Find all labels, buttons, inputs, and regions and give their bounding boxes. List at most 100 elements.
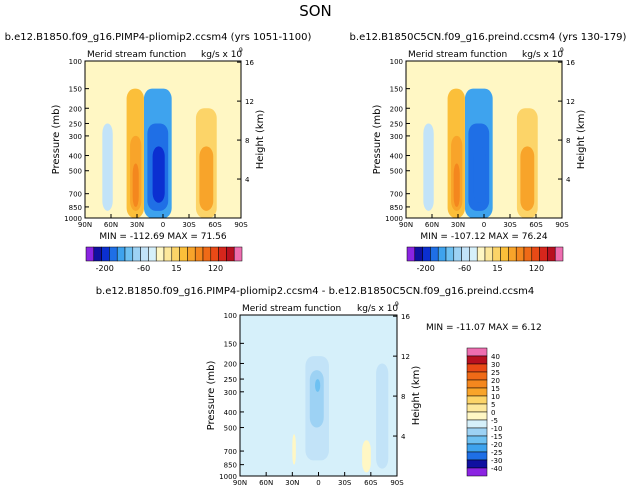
- y-tick-label: 200: [69, 105, 82, 113]
- chart-panel-2: b.e12.B1850C5CN.f09_g16.preind.ccsm4 (yr…: [350, 32, 627, 273]
- colorbar-swatch: [406, 246, 416, 262]
- y-axis-right-label: Height (km): [255, 110, 266, 170]
- colorbar-label: 15: [491, 385, 500, 393]
- colorbar-label: 20: [491, 377, 500, 385]
- y-tick-label: 150: [69, 86, 82, 94]
- colorbar-label: -30: [491, 457, 502, 465]
- y-right-tick-label: 4: [245, 176, 250, 184]
- colorbar-label: -200: [96, 264, 114, 273]
- colorbar-label: -200: [417, 264, 435, 273]
- colorbar-swatch: [523, 246, 533, 262]
- colorbar-swatch: [466, 363, 488, 373]
- colorbar-label: -60: [137, 264, 150, 273]
- y-right-tick-label: 16: [401, 313, 410, 321]
- colorbar-swatch: [466, 411, 488, 421]
- colorbar-swatch: [515, 246, 525, 262]
- colorbar-swatch: [500, 246, 509, 262]
- y-right-tick-label: 8: [566, 137, 570, 145]
- data-cell: [376, 363, 389, 469]
- colorbar-label: 120: [529, 264, 544, 273]
- y-right-tick-label: 12: [245, 98, 254, 106]
- colorbar-swatch: [461, 246, 470, 262]
- panel-title: b.e12.B1850.f09_g16.PIMP4-pliomip2.ccsm4…: [5, 32, 312, 43]
- data-cell: [520, 146, 535, 211]
- y-tick-label: 300: [69, 133, 82, 141]
- colorbar-swatch: [226, 246, 235, 262]
- y-right-tick-label: 12: [566, 98, 575, 106]
- y-tick-label: 300: [390, 133, 403, 141]
- y-tick-label: 150: [224, 340, 237, 348]
- x-tick-label: 0: [161, 221, 165, 229]
- colorbar-label: 5: [491, 401, 495, 409]
- colorbar-label: 120: [208, 264, 223, 273]
- y-tick-label: 100: [69, 58, 82, 66]
- panel-units: kg/s x 10: [522, 50, 563, 60]
- colorbar-swatch: [476, 246, 486, 262]
- panel-subtitle: Merid stream function: [87, 50, 186, 60]
- y-tick-label: 500: [69, 168, 82, 176]
- panel-units-exponent: 9: [395, 301, 399, 308]
- colorbar-swatch: [554, 246, 564, 262]
- x-tick-label: 30N: [285, 479, 299, 487]
- panel-units-exponent: 9: [560, 47, 564, 54]
- x-tick-label: 0: [482, 221, 486, 229]
- colorbar-swatch: [484, 246, 494, 262]
- x-tick-label: 90N: [233, 479, 247, 487]
- y-tick-label: 300: [224, 389, 237, 397]
- colorbar-swatch: [466, 443, 488, 453]
- colorbar-swatch: [437, 246, 447, 262]
- y-tick-label: 700: [69, 191, 82, 199]
- x-tick-label: 90N: [78, 221, 92, 229]
- colorbar-swatch: [148, 246, 157, 262]
- y-right-tick-label: 16: [245, 59, 254, 67]
- panel-title: b.e12.B1850.f09_g16.PIMP4-pliomip2.ccsm4…: [96, 286, 535, 297]
- x-tick-label: 30N: [451, 221, 465, 229]
- colorbar-swatch: [466, 371, 488, 381]
- colorbar-swatch: [116, 246, 126, 262]
- y-tick-label: 850: [390, 204, 403, 212]
- x-tick-label: 60S: [208, 221, 222, 229]
- colorbar-swatch: [218, 246, 227, 262]
- chart-panel-3: b.e12.B1850.f09_g16.PIMP4-pliomip2.ccsm4…: [96, 286, 542, 487]
- x-tick-label: 90S: [390, 479, 404, 487]
- colorbar-label: 0: [491, 409, 495, 417]
- colorbar-swatch: [492, 246, 501, 262]
- colorbar-label: 40: [491, 353, 500, 361]
- x-tick-label: 60N: [104, 221, 118, 229]
- y-tick-label: 250: [390, 120, 403, 128]
- x-tick-label: 90S: [555, 221, 569, 229]
- colorbar-label: -20: [491, 441, 502, 449]
- y-tick-label: 200: [390, 105, 403, 113]
- colorbar-swatch: [547, 246, 556, 262]
- y-tick-label: 850: [224, 462, 237, 470]
- colorbar-swatch: [179, 246, 188, 262]
- data-cell: [453, 163, 460, 207]
- y-right-tick-label: 8: [401, 393, 405, 401]
- colorbar-swatch: [85, 246, 95, 262]
- x-tick-label: 90S: [234, 221, 248, 229]
- colorbar-label: 30: [491, 361, 500, 369]
- y-tick-label: 500: [390, 168, 403, 176]
- colorbar-swatch: [466, 435, 488, 445]
- y-right-tick-label: 16: [566, 59, 575, 67]
- colorbar-label: -40: [491, 465, 502, 473]
- y-axis-label: Pressure (mb): [51, 105, 62, 175]
- data-cell: [315, 379, 321, 392]
- colorbar-label: 15: [171, 264, 181, 273]
- colorbar-swatch: [210, 246, 219, 262]
- colorbar-swatch: [445, 246, 455, 262]
- colorbar-swatch: [202, 246, 212, 262]
- y-tick-label: 500: [224, 425, 237, 433]
- y-tick-label: 400: [224, 409, 237, 417]
- panels: b.e12.B1850.f09_g16.PIMP4-pliomip2.ccsm4…: [5, 32, 627, 487]
- x-tick-label: 30S: [503, 221, 517, 229]
- y-tick-label: 700: [390, 191, 403, 199]
- colorbar-swatch: [466, 387, 488, 397]
- colorbar-swatch: [422, 246, 431, 262]
- colorbar-label: 15: [492, 264, 502, 273]
- y-right-tick-label: 12: [401, 353, 410, 361]
- panel-subtitle: Merid stream function: [408, 50, 507, 60]
- colorbar-swatch: [124, 246, 134, 262]
- colorbar-swatch: [171, 246, 180, 262]
- colorbar-swatch: [466, 427, 488, 437]
